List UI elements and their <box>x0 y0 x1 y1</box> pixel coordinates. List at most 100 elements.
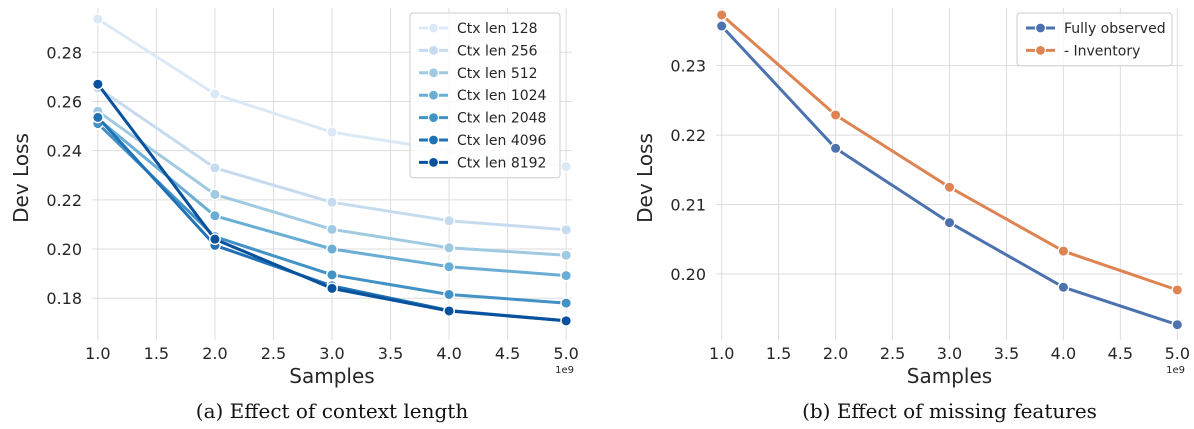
y-tick-label: 0.20 <box>670 265 706 284</box>
legend-swatch-marker <box>1034 44 1047 57</box>
x-tick-label: 2.5 <box>880 344 905 363</box>
data-point <box>326 196 338 209</box>
data-point <box>1171 318 1184 331</box>
data-point <box>560 297 573 310</box>
legend-swatch-marker <box>427 67 440 79</box>
legend-swatch-marker <box>427 44 440 57</box>
panel-caption: (a) Effect of context length <box>196 399 469 423</box>
data-point <box>91 111 104 124</box>
legend-label: Ctx len 2048 <box>457 111 546 127</box>
series-ctx-len-8192 <box>91 78 573 327</box>
data-point <box>443 305 455 317</box>
y-tick-label: 0.21 <box>670 196 706 215</box>
x-offset-label: 1e9 <box>555 365 574 376</box>
x-axis-label: Samples <box>289 364 374 388</box>
series-ctx-len-256 <box>91 82 573 236</box>
data-point <box>326 223 338 236</box>
x-tick-label: 2.5 <box>261 344 286 363</box>
legend-frame <box>409 12 561 179</box>
x-tick-label: 4.5 <box>1108 344 1133 363</box>
legend-swatch-marker <box>1034 22 1047 34</box>
legend-frame <box>1016 12 1173 67</box>
series--inventory <box>715 9 1184 296</box>
legend-label: Ctx len 4096 <box>457 133 547 149</box>
y-tick-label: 0.26 <box>46 92 82 111</box>
data-point <box>829 142 842 155</box>
y-axis-label: Dev Loss <box>9 133 33 223</box>
y-tick-label: 0.20 <box>46 240 82 259</box>
data-point <box>443 288 455 301</box>
x-tick-label: 3.0 <box>319 344 344 363</box>
data-point <box>91 13 104 25</box>
x-tick-label: 1.5 <box>144 344 169 363</box>
y-tick-label: 0.22 <box>46 191 82 210</box>
series-fully-observed <box>715 20 1184 331</box>
legend-label: Ctx len 128 <box>457 21 538 37</box>
x-offset-label: 1e9 <box>1166 365 1185 376</box>
data-point <box>829 109 842 121</box>
x-tick-label: 5.0 <box>1165 344 1190 363</box>
data-point <box>326 243 338 255</box>
x-tick-label: 4.5 <box>495 344 520 363</box>
data-point <box>209 161 221 174</box>
panel-caption: (b) Effect of missing features <box>802 399 1097 423</box>
x-tick-label: 3.5 <box>378 344 403 363</box>
data-point <box>326 268 338 281</box>
legend-swatch-marker <box>427 156 440 168</box>
x-tick-label: 3.0 <box>937 344 962 363</box>
data-point <box>560 314 573 327</box>
legend-swatch-marker <box>427 134 440 146</box>
legend-label: Ctx len 1024 <box>457 88 547 104</box>
data-point <box>326 282 338 295</box>
data-point <box>443 260 455 273</box>
data-point <box>560 249 573 262</box>
x-tick-label: 5.0 <box>553 344 578 363</box>
legend-label: Fully observed <box>1064 21 1166 37</box>
data-point <box>209 188 221 201</box>
data-point <box>1057 245 1070 257</box>
data-point <box>943 181 956 194</box>
y-axis-label: Dev Loss <box>633 133 657 223</box>
data-point <box>560 223 573 236</box>
x-tick-label: 1.0 <box>85 344 110 363</box>
data-point <box>209 233 221 246</box>
x-tick-label: 2.0 <box>202 344 227 363</box>
data-point <box>715 20 728 32</box>
x-axis-label: Samples <box>907 364 992 388</box>
x-tick-label: 1.5 <box>766 344 791 363</box>
x-tick-label: 1.0 <box>709 344 734 363</box>
y-tick-label: 0.22 <box>670 126 706 145</box>
legend-swatch-marker <box>427 89 440 101</box>
data-point <box>443 214 455 227</box>
data-point <box>209 88 221 100</box>
x-tick-label: 4.0 <box>436 344 461 363</box>
data-point <box>1057 281 1070 294</box>
legend-label: Ctx len 512 <box>457 66 538 82</box>
legend: Fully observed - Inventory <box>1016 12 1173 67</box>
data-point <box>560 269 573 282</box>
y-tick-label: 0.18 <box>46 289 82 308</box>
x-tick-label: 3.5 <box>994 344 1019 363</box>
y-tick-label: 0.28 <box>46 43 82 62</box>
data-point <box>91 78 104 91</box>
legend-swatch-marker <box>427 111 440 124</box>
data-point <box>560 160 573 173</box>
legend-swatch-marker <box>427 22 440 34</box>
legend: Ctx len 128 Ctx len 256 Ctx len 512 Ctx len… <box>409 12 561 179</box>
data-point <box>715 9 728 21</box>
x-tick-label: 4.0 <box>1051 344 1076 363</box>
data-point <box>209 209 221 222</box>
data-point <box>943 216 956 229</box>
data-point <box>443 241 455 254</box>
x-tick-label: 2.0 <box>823 344 848 363</box>
legend-label: Ctx len 256 <box>457 43 538 59</box>
legend-label: Ctx len 8192 <box>457 155 546 171</box>
y-tick-label: 0.24 <box>46 142 82 161</box>
y-tick-label: 0.23 <box>670 57 706 76</box>
chart-panel-0: 1.0 1.5 2.0 2.5 3.0 3.5 4.0 4.5 5.0 0.18 0.20 0.22 0… <box>9 8 579 423</box>
data-point <box>1171 284 1184 296</box>
chart-panel-1: 1.0 1.5 2.0 2.5 3.0 3.5 4.0 4.5 5.0 0.20 0.21 0.22 0… <box>633 8 1190 423</box>
data-point <box>326 126 338 139</box>
legend-label: - Inventory <box>1064 43 1140 59</box>
